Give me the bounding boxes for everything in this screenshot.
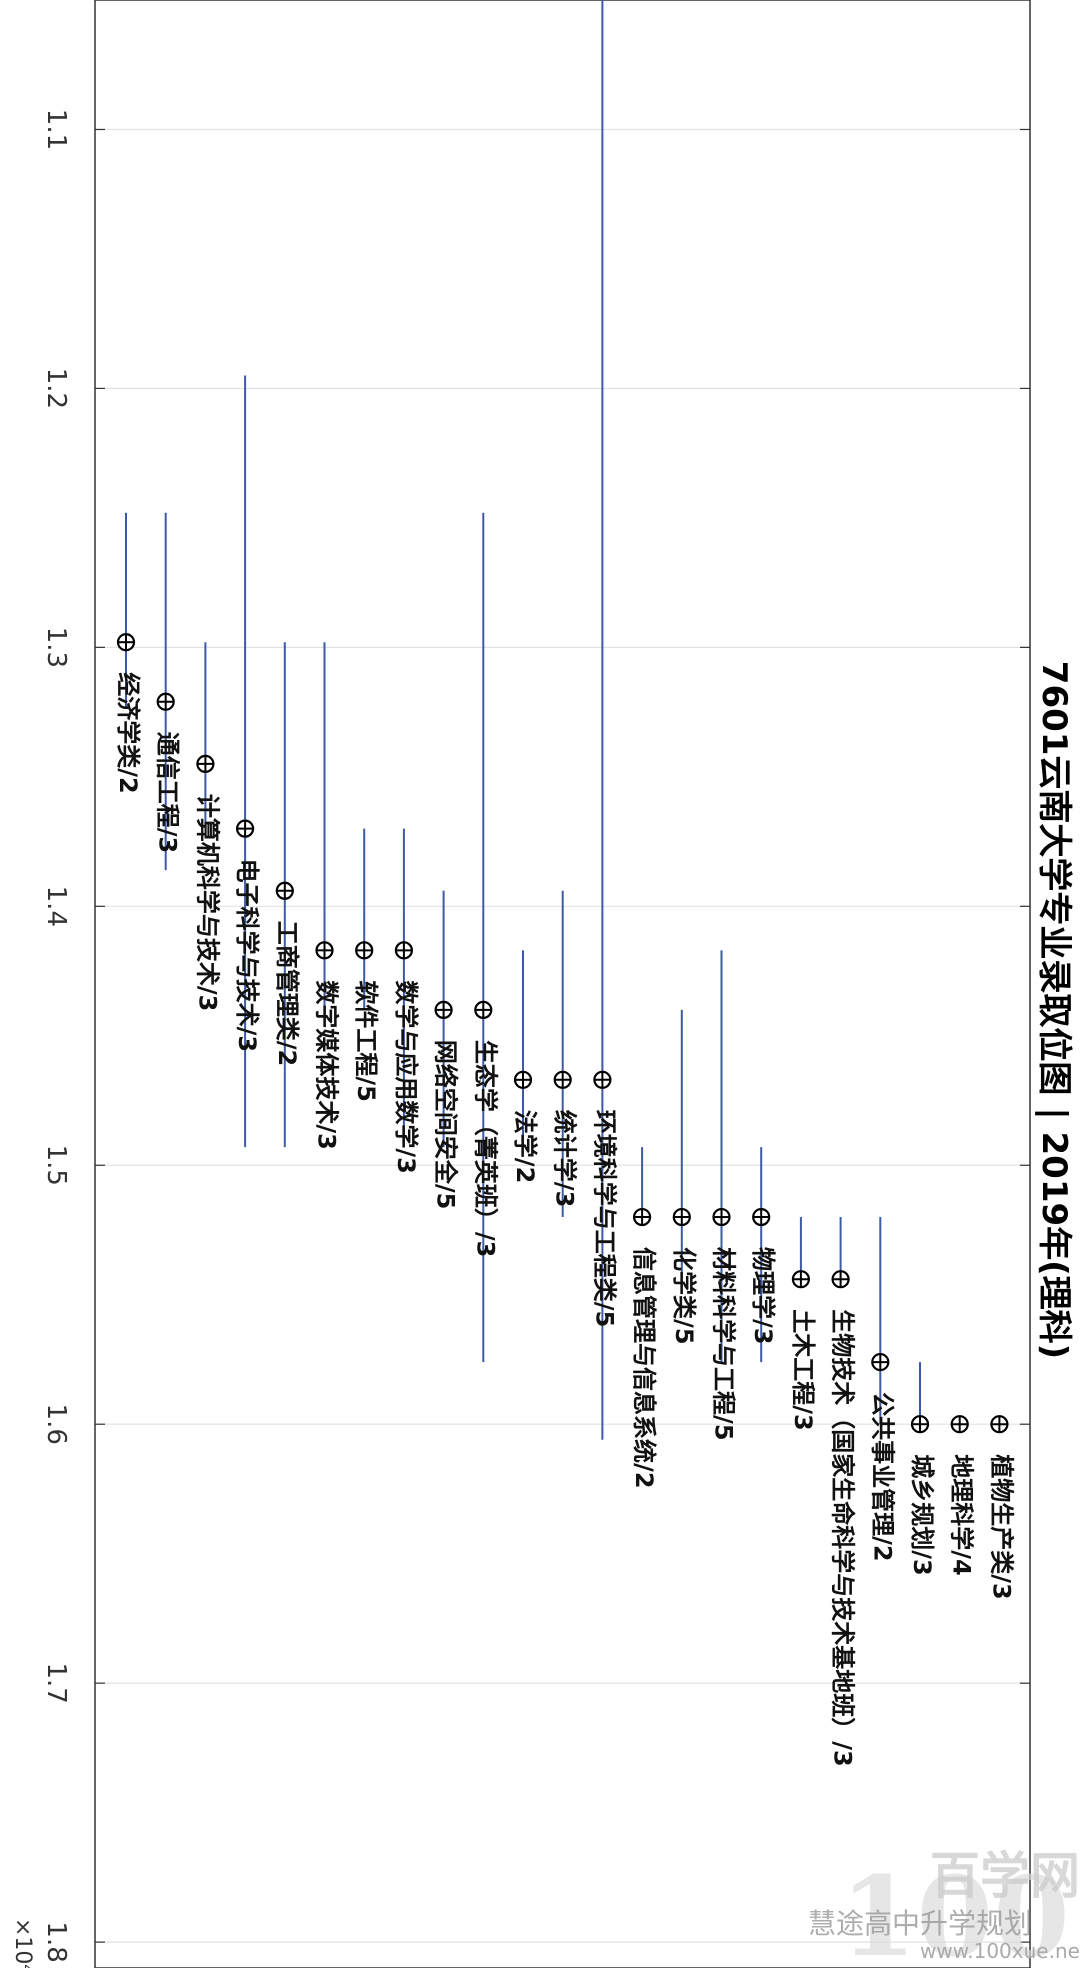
center-marker [315, 941, 334, 960]
category-label: 工商管理类/2 [273, 921, 301, 1066]
category-label: 化学类/5 [670, 1247, 698, 1344]
plot-frame [94, 0, 1031, 1968]
category-label: 通信工程/3 [154, 732, 182, 853]
center-marker [712, 1207, 731, 1227]
center-marker [196, 754, 215, 773]
center-marker [236, 819, 255, 838]
y-tick-label: 1.1 [41, 109, 71, 150]
watermark-brand: 百学网 [930, 1847, 1080, 1905]
category-label: 网络空间安全/5 [432, 1040, 460, 1209]
category-label: 环境科学与工程类/5 [590, 1110, 618, 1327]
category-label: 软件工程/5 [352, 980, 380, 1101]
center-marker [950, 1415, 969, 1434]
category-label: 植物生产类/3 [987, 1454, 1015, 1599]
chart-title: 7601云南大学专业录取位图 | 2019年(理科) [1034, 661, 1074, 1359]
y-tick-label: 1.7 [41, 1662, 71, 1703]
center-marker [791, 1270, 811, 1289]
center-marker [355, 941, 374, 960]
center-marker [116, 633, 136, 652]
category-label: 信息管理与信息系统/2 [630, 1247, 658, 1488]
center-marker [871, 1352, 890, 1372]
y-tick-label: 1.6 [41, 1404, 71, 1445]
center-marker [394, 941, 413, 960]
category-label: 计算机科学与技术/3 [193, 794, 221, 1011]
category-label: 电子科学与技术/3 [233, 859, 261, 1052]
center-marker [275, 881, 294, 900]
exponent-label: ×10⁴ [10, 1918, 35, 1968]
category-label: 生态学（菁英班）/3 [471, 1040, 499, 1257]
category-label: 法学/2 [511, 1110, 539, 1183]
center-marker [474, 1000, 493, 1019]
category-label: 地理科学/4 [948, 1454, 976, 1575]
category-label: 公共事业管理/2 [868, 1392, 896, 1561]
y-tick-label: 1.2 [41, 368, 71, 409]
category-label: 统计学/3 [551, 1110, 579, 1207]
category-label: 土木工程/3 [789, 1309, 817, 1430]
center-marker [990, 1415, 1009, 1434]
center-marker [752, 1207, 771, 1227]
watermark-account: 慧途高中升学规划 [808, 1907, 1032, 1940]
category-label: 数字媒体技术/3 [313, 980, 341, 1149]
category-label: 经济学类/2 [114, 672, 142, 793]
category-label: 生物技术（国家生命科学与技术基地班）/3 [829, 1309, 857, 1766]
center-marker [593, 1070, 612, 1089]
y-tick-label: 1.8 [41, 1921, 71, 1962]
category-label: 数学与应用数学/3 [392, 980, 420, 1173]
bars-layer [116, 0, 1009, 1440]
y-tick-label: 1.4 [41, 886, 71, 927]
center-marker [513, 1070, 533, 1089]
y-tick-label: 1.5 [41, 1145, 71, 1186]
category-label: 物理学/3 [749, 1247, 777, 1344]
watermark-url: www.100xue.net [920, 1939, 1080, 1963]
y-tick-label: 1.3 [41, 627, 71, 668]
ticks-layer: 1.1 1.2 1.3 1.4 1.5 1.6 1.7 1.8 [41, 109, 1030, 1963]
center-marker [632, 1207, 652, 1227]
center-marker [831, 1270, 850, 1289]
center-marker [910, 1415, 930, 1434]
center-marker [156, 692, 175, 711]
center-marker [434, 1000, 453, 1019]
watermark-100: 100 [840, 1852, 1070, 1968]
center-marker [553, 1070, 572, 1089]
category-label: 城乡规划/3 [908, 1454, 936, 1575]
labels-layer: 经济学类/2 通信工程/3 计算机科学与技术/3 电子科学与技术/3 工商管理类/2 数字… [114, 672, 1015, 1766]
watermark-logo: 100 百学网 慧途高中升学规划 www.100xue.net [808, 1847, 1080, 1968]
category-label: 材料科学与工程/5 [710, 1247, 738, 1440]
center-marker [672, 1207, 691, 1227]
